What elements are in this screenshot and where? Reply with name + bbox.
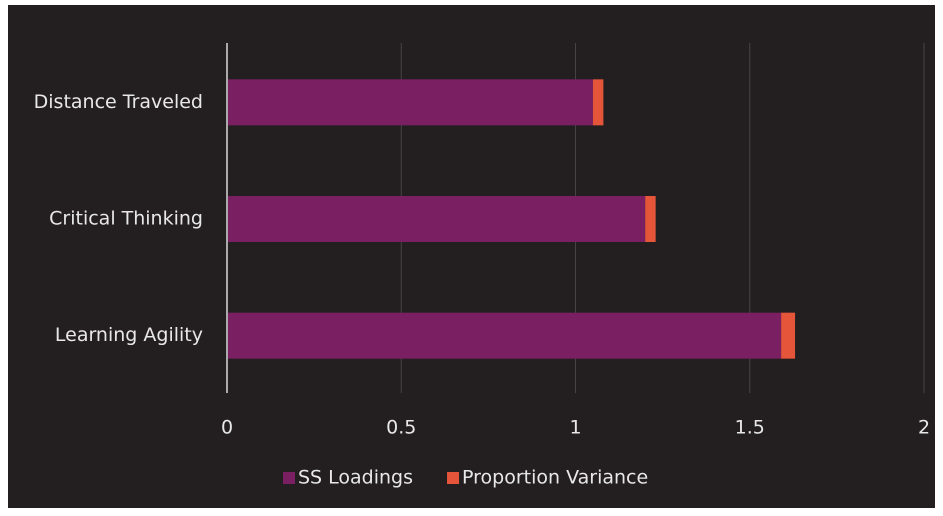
x-tick-label: 2 <box>918 417 930 439</box>
legend-label: Proportion Variance <box>462 467 648 489</box>
bar-segment <box>227 196 646 242</box>
x-tick-label: 1.5 <box>735 417 765 439</box>
legend-swatch <box>447 472 460 484</box>
bar-segment <box>645 196 656 242</box>
bar-segment <box>781 312 796 359</box>
x-tick-label: 0 <box>221 417 233 439</box>
legend-label: SS Loadings <box>298 467 413 489</box>
y-tick-label: Distance Traveled <box>34 91 203 113</box>
x-tick-label: 1 <box>569 417 581 439</box>
bar-segment <box>227 79 593 126</box>
bar-segment <box>227 312 782 359</box>
y-tick-label: Critical Thinking <box>49 208 203 230</box>
bar-segment <box>592 79 604 126</box>
x-tick-label: 0.5 <box>386 417 416 439</box>
legend-swatch <box>283 472 295 484</box>
y-tick-label: Learning Agility <box>55 324 203 346</box>
